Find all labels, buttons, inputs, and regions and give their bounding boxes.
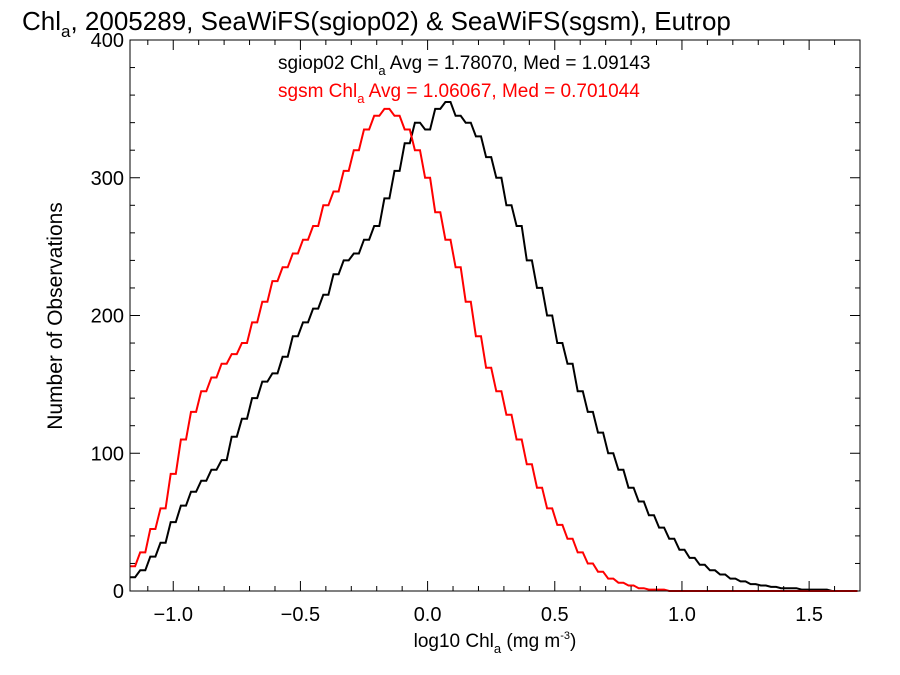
annotation-sgsm: sgsm Chla Avg = 1.06067, Med = 0.701044 bbox=[278, 81, 640, 106]
annotation-sgiop02: sgiop02 Chla Avg = 1.78070, Med = 1.0914… bbox=[278, 53, 650, 78]
series-line-0 bbox=[130, 101, 858, 592]
plot-frame bbox=[129, 39, 861, 592]
x-tick-label: 0.5 bbox=[541, 604, 569, 626]
y-tick-label: 200 bbox=[91, 306, 124, 328]
y-tick-label: 400 bbox=[91, 30, 124, 52]
y-tick-label: 0 bbox=[113, 581, 124, 603]
x-tick-label: −1.0 bbox=[153, 604, 192, 626]
y-tick-label: 100 bbox=[91, 443, 124, 465]
y-tick-label: 300 bbox=[91, 168, 124, 190]
chart-title: Chla, 2005289, SeaWiFS(sgiop02) & SeaWiF… bbox=[22, 6, 731, 41]
x-axis-ticks: −1.0 −0.5 0.0 0.5 1.0 1.5 bbox=[147, 40, 861, 626]
x-tick-label: −0.5 bbox=[281, 604, 320, 626]
x-tick-label: 1.0 bbox=[668, 604, 696, 626]
x-tick-label: 1.5 bbox=[795, 604, 823, 626]
y-axis-label: Number of Observations bbox=[44, 202, 67, 430]
x-axis-label: log10 Chla (mg m-3) bbox=[414, 630, 577, 656]
x-tick-label: 0.0 bbox=[414, 604, 442, 626]
